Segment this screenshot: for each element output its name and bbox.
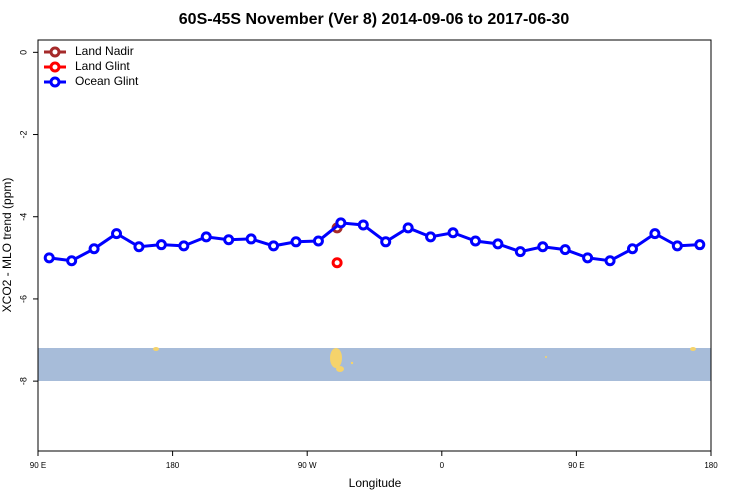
land-patch bbox=[336, 366, 344, 372]
data-point bbox=[447, 227, 459, 239]
data-point bbox=[178, 240, 190, 252]
map-strip bbox=[38, 347, 711, 381]
y-tick-label: -2 bbox=[18, 131, 28, 139]
data-point bbox=[111, 228, 123, 240]
y-tick-label: -8 bbox=[18, 377, 28, 385]
data-point bbox=[331, 257, 343, 269]
x-axis-label: Longitude bbox=[349, 476, 402, 490]
land-patch bbox=[690, 347, 696, 351]
legend-marker bbox=[49, 76, 61, 88]
data-point bbox=[582, 252, 594, 264]
data-point bbox=[335, 217, 347, 229]
legend-marker bbox=[49, 61, 61, 73]
legend-label: Ocean Glint bbox=[75, 74, 139, 88]
x-tick-label: 180 bbox=[166, 461, 180, 470]
land-patch bbox=[545, 356, 547, 358]
data-point bbox=[43, 252, 55, 264]
data-point bbox=[155, 239, 167, 251]
data-point bbox=[200, 231, 212, 243]
legend-label: Land Glint bbox=[75, 59, 130, 73]
land-patch bbox=[153, 347, 159, 351]
data-point bbox=[290, 236, 302, 248]
data-point bbox=[402, 222, 414, 234]
data-point bbox=[66, 255, 78, 267]
land-patch bbox=[330, 348, 342, 368]
chart-title: 60S-45S November (Ver 8) 2014-09-06 to 2… bbox=[179, 11, 570, 28]
data-point bbox=[223, 234, 235, 246]
y-axis-label: XCO2 - MLO trend (ppm) bbox=[0, 178, 14, 313]
data-point bbox=[537, 241, 549, 253]
data-point bbox=[312, 235, 324, 247]
x-tick-label: 90 W bbox=[298, 461, 317, 470]
ocean-strip bbox=[38, 348, 711, 381]
data-point bbox=[268, 240, 280, 252]
data-point bbox=[626, 243, 638, 255]
data-point bbox=[671, 240, 683, 252]
data-point bbox=[649, 228, 661, 240]
y-tick-label: -6 bbox=[18, 295, 28, 303]
plot-frame bbox=[37, 39, 712, 452]
data-point bbox=[357, 219, 369, 231]
x-tick-label: 90 E bbox=[568, 461, 584, 470]
x-tick-label: 0 bbox=[440, 461, 445, 470]
data-point bbox=[469, 235, 481, 247]
data-point bbox=[88, 243, 100, 255]
land-patch bbox=[350, 361, 354, 365]
data-point bbox=[514, 246, 526, 258]
data-point bbox=[380, 236, 392, 248]
series-line bbox=[49, 221, 700, 263]
x-tick-label: 90 E bbox=[30, 461, 46, 470]
data-point bbox=[604, 255, 616, 267]
data-point bbox=[245, 233, 257, 245]
data-point bbox=[559, 244, 571, 256]
legend-marker bbox=[49, 46, 61, 58]
x-tick-label: 180 bbox=[704, 461, 718, 470]
legend-label: Land Nadir bbox=[75, 44, 134, 58]
y-tick-label: 0 bbox=[18, 50, 28, 55]
data-point bbox=[492, 238, 504, 250]
data-point bbox=[133, 241, 145, 253]
y-tick-label: -4 bbox=[18, 213, 28, 221]
data-point bbox=[694, 239, 706, 251]
data-point bbox=[425, 231, 437, 243]
